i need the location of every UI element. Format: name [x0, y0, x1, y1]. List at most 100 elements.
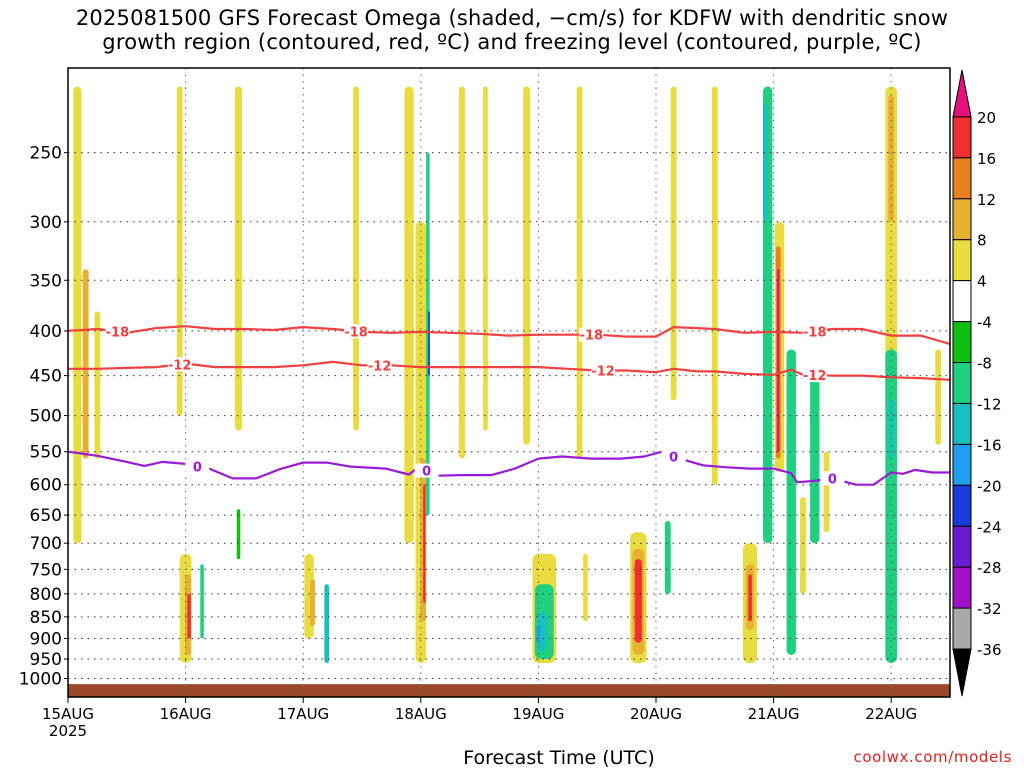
- colorbar-label--8: -8: [977, 355, 992, 373]
- omega-cell-45: [800, 497, 806, 594]
- omega-cell-44: [810, 375, 820, 544]
- omega-cell-0: [73, 86, 82, 544]
- omega-cell-46: [823, 451, 830, 533]
- ytick-label-900: 900: [30, 630, 62, 650]
- colorbar-label--16: -16: [977, 436, 1002, 454]
- omega-cell-12: [324, 584, 330, 664]
- omega-cell-42: [777, 269, 780, 452]
- contour-label-bg-2-2: [661, 449, 686, 464]
- contour-label-bg-1-1: [367, 358, 392, 373]
- omega-cell-22: [523, 86, 531, 445]
- contour-label-bg-0-0: [105, 324, 130, 339]
- colorbar-segment-4: [952, 239, 972, 282]
- ytick-label-500: 500: [30, 407, 62, 427]
- omega-cell-32: [664, 520, 671, 594]
- xtick-label-21AUG: 21AUG: [748, 705, 800, 723]
- colorbar-segment-2: [952, 157, 972, 200]
- ytick-label-600: 600: [30, 476, 62, 496]
- site-credit: coolwx.com/models: [853, 748, 1012, 766]
- colorbar-segment-8: [952, 402, 972, 445]
- ytick-label-850: 850: [30, 608, 62, 628]
- contour-label-0-0: -18: [106, 326, 130, 341]
- xtick-label-17AUG: 17AUG: [277, 705, 329, 723]
- contour-label-bg-2-3: [820, 471, 845, 486]
- contour-label-1-0: -12: [168, 358, 192, 373]
- contour-label-0-2: -18: [580, 329, 604, 344]
- contour-label-bg-0-3: [802, 324, 827, 339]
- omega-cell-31: [634, 559, 642, 643]
- contour-label-bg-1-0: [167, 357, 192, 372]
- omega-cell-8: [234, 86, 243, 431]
- colorbar-label-4: 4: [977, 273, 987, 291]
- omega-cell-20: [459, 86, 465, 459]
- contour-label-2-0: 0: [193, 460, 202, 475]
- ytick-label-950: 950: [30, 650, 62, 670]
- omega-cell-27: [576, 86, 583, 459]
- omega-cell-43: [786, 349, 796, 656]
- ytick-label-300: 300: [30, 213, 62, 233]
- x-axis-label: Forecast Time (UTC): [463, 747, 654, 768]
- omega-cell-33: [670, 86, 677, 401]
- contour-label-0-3: -18: [803, 325, 827, 340]
- colorbar-label-20: 20: [977, 109, 996, 127]
- contour-label-bg-1-3: [802, 368, 827, 383]
- colorbar-segment-13: [952, 607, 972, 650]
- omega-cell-34: [711, 86, 718, 485]
- omega-cell-13: [353, 86, 360, 431]
- colorbar-label--24: -24: [977, 518, 1002, 536]
- ytick-label-800: 800: [30, 585, 62, 605]
- contour-label-bg-2-0: [185, 459, 210, 474]
- contour-line-1: [68, 360, 950, 381]
- colorbar-segment-12: [952, 566, 972, 609]
- colorbar-label--36: -36: [977, 641, 1002, 659]
- omega-cell-39: [763, 104, 768, 222]
- xtick-label-22AUG: 22AUG: [865, 705, 917, 723]
- ytick-label-650: 650: [30, 506, 62, 526]
- colorbar-label--12: -12: [977, 395, 1002, 413]
- contour-label-1-3: -12: [803, 369, 827, 384]
- contour-label-bg-1-2: [591, 363, 616, 378]
- colorbar-bottom-triangle: [952, 648, 972, 697]
- omega-cell-21: [483, 86, 488, 431]
- colorbar-segment-11: [952, 525, 972, 568]
- omega-cell-50: [888, 400, 894, 459]
- chart-title-line1: 2025081500 GFS Forecast Omega (shaded, −…: [75, 6, 949, 30]
- omega-cell-9: [236, 509, 241, 560]
- xtick-label-15AUG: 15AUG: [42, 705, 94, 723]
- ytick-label-550: 550: [30, 443, 62, 463]
- ytick-label-350: 350: [30, 271, 62, 291]
- plot-border: [67, 67, 951, 698]
- ytick-label-400: 400: [30, 322, 62, 342]
- chart-title: 2025081500 GFS Forecast Omega (shaded, −…: [0, 6, 1024, 54]
- xtick-label-19AUG: 19AUG: [512, 705, 564, 723]
- omega-cell-7: [200, 564, 204, 639]
- contour-label-bg-0-2: [579, 327, 604, 342]
- omega-cell-3: [176, 86, 183, 416]
- omega-cell-19: [428, 311, 430, 376]
- colorbar-top-triangle: [952, 69, 972, 118]
- contour-label-bg-0-1: [344, 324, 369, 339]
- omega-cell-48: [888, 95, 895, 222]
- colorbar-label-8: 8: [977, 232, 987, 250]
- colorbar-segment-1: [952, 116, 972, 159]
- xtick-label-18AUG: 18AUG: [395, 705, 447, 723]
- contour-label-bg-2-1: [414, 463, 439, 478]
- omega-cell-14: [404, 86, 414, 544]
- contour-label-2-2: 0: [669, 450, 678, 465]
- colorbar-segment-9: [952, 443, 972, 486]
- colorbar-segment-10: [952, 484, 972, 527]
- contour-label-1-1: -12: [368, 359, 392, 374]
- ytick-label-750: 750: [30, 560, 62, 580]
- colorbar-segment-3: [952, 198, 972, 241]
- ytick-label-250: 250: [30, 144, 62, 164]
- omega-cell-2: [94, 311, 101, 459]
- plot-contents: -18 -18 -18 -18 -12 -12 -12 -12 0 0 0 0: [68, 68, 950, 697]
- colorbar-label--32: -32: [977, 600, 1002, 618]
- ytick-label-1000: 1000: [19, 669, 62, 689]
- colorbar-segment-6: [952, 321, 972, 364]
- colorbar-segment-5: [952, 280, 972, 323]
- omega-cell-18: [426, 152, 430, 516]
- ytick-label-700: 700: [30, 534, 62, 554]
- omega-cell-28: [583, 553, 588, 622]
